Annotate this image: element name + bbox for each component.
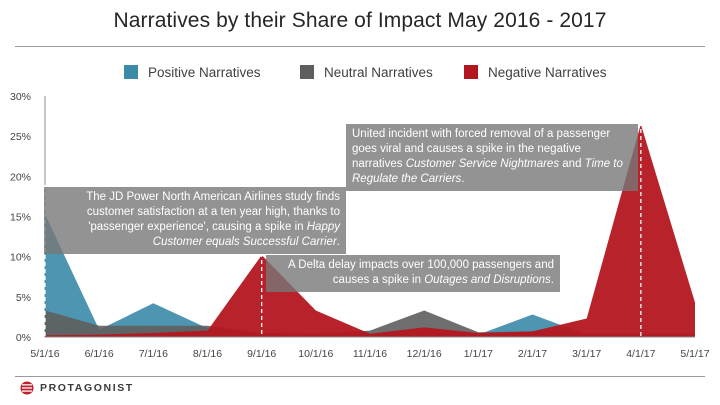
legend: Positive Narratives Neutral Narratives N… [0, 63, 720, 81]
annotation-jd-power-emphasis: Happy Customer equals Successful Carrier [152, 221, 340, 248]
annotation-delta-end: . [550, 274, 554, 286]
legend-item-negative: Negative Narratives [464, 63, 607, 81]
x-tick-label: 12/1/16 [407, 348, 442, 360]
annotation-delta-emphasis: Outages and Disruptions [424, 274, 551, 286]
annotation-united-connector: and [559, 158, 585, 170]
legend-swatch-negative [464, 65, 478, 79]
x-tick-label: 10/1/16 [298, 348, 333, 360]
legend-item-positive: Positive Narratives [124, 63, 261, 81]
annotation-delta-text: A Delta delay impacts over 100,000 passe… [288, 259, 554, 286]
x-tick-label: 11/1/16 [353, 348, 387, 360]
y-tick-label: 0% [16, 332, 31, 344]
legend-swatch-neutral [300, 65, 314, 79]
y-tick-label: 15% [10, 212, 31, 224]
x-tick-label: 2/1/17 [518, 348, 547, 360]
y-tick-label: 5% [16, 292, 31, 304]
annotation-united-emphasis-2: Time to Regulate the Carriers [352, 158, 623, 185]
y-tick-label: 10% [10, 252, 31, 264]
x-tick-label: 1/1/17 [464, 348, 493, 360]
x-tick-label: 7/1/16 [139, 348, 168, 360]
annotation-delta: A Delta delay impacts over 100,000 passe… [266, 255, 560, 292]
annotation-jd-power-end: . [336, 236, 340, 248]
legend-label-positive: Positive Narratives [148, 64, 261, 80]
x-tick-label: 4/1/17 [626, 348, 655, 360]
x-tick-label: 9/1/16 [247, 348, 276, 360]
legend-item-neutral: Neutral Narratives [300, 63, 433, 81]
legend-swatch-positive [124, 65, 138, 79]
annotation-jd-power-text: The JD Power North American Airlines stu… [86, 191, 340, 233]
series-area-negative-narratives [45, 124, 695, 337]
annotation-jd-power: The JD Power North American Airlines stu… [44, 187, 346, 254]
footer-divider [15, 376, 705, 377]
brand-logo: PROTAGONIST [20, 381, 134, 395]
y-tick-label: 25% [10, 131, 31, 143]
x-tick-label: 8/1/16 [193, 348, 222, 360]
title-divider [15, 46, 705, 47]
series-area-neutral-narratives [45, 310, 695, 337]
y-tick-label: 20% [10, 171, 31, 183]
protagonist-logo-icon [20, 381, 34, 395]
annotation-united-emphasis-1: Customer Service Nightmares [405, 158, 560, 170]
x-tick-label: 3/1/17 [572, 348, 601, 360]
annotation-united-end: . [461, 173, 465, 185]
annotation-united: United incident with forced removal of a… [346, 124, 638, 191]
y-tick-label: 30% [10, 91, 31, 103]
annotation-united-text: United incident with forced removal of a… [352, 128, 611, 170]
legend-label-negative: Negative Narratives [488, 64, 607, 80]
series-area-positive-narratives [45, 214, 695, 337]
chart-title: Narratives by their Share of Impact May … [113, 9, 607, 32]
legend-label-neutral: Neutral Narratives [324, 64, 433, 80]
brand-name: PROTAGONIST [40, 382, 134, 394]
x-tick-label: 5/1/16 [30, 348, 59, 360]
x-tick-label: 6/1/16 [85, 348, 114, 360]
x-tick-label: 5/1/17 [680, 348, 709, 360]
